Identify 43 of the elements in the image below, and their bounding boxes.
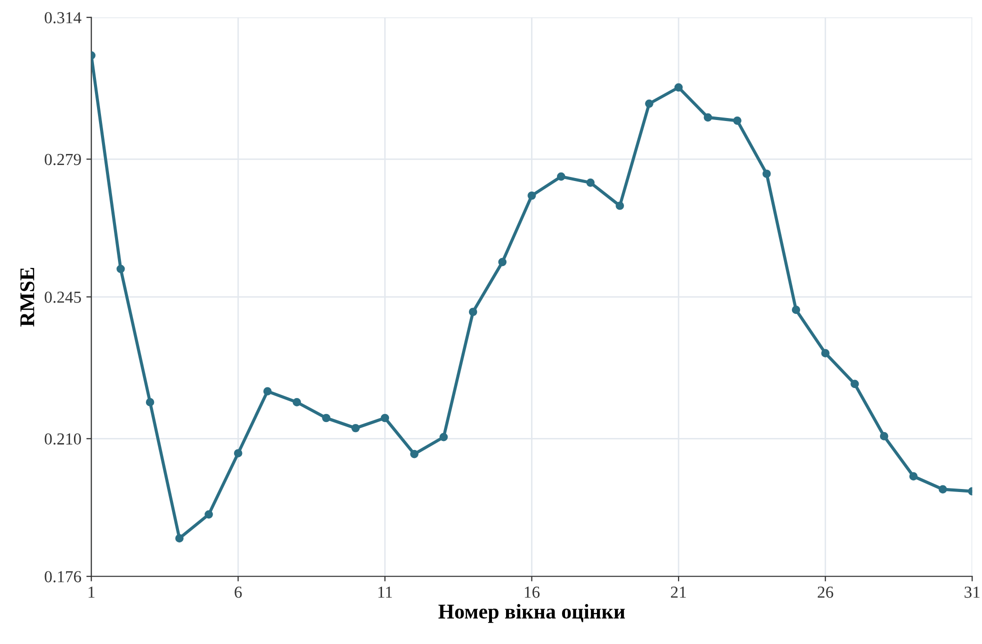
point [440,432,448,442]
point [586,178,595,187]
x-axis-title: Номер вікна оцінки [438,604,625,623]
point [528,191,536,200]
point [704,113,712,122]
point [263,387,272,396]
point [645,100,654,108]
point [792,306,800,314]
x-tick-label: 26 [818,586,834,598]
point [468,308,478,316]
x-tick-label: 21 [670,586,686,598]
x-tick-label: 6 [234,586,242,598]
y-axis-title: RMSE [20,268,34,327]
point [380,414,390,422]
point [116,264,125,274]
point [204,510,213,519]
y-tick-label: 0.279 [44,154,81,166]
y-tick-label: 0.210 [44,433,81,445]
point [938,485,947,494]
point [850,380,859,388]
point [616,202,624,210]
point [498,258,507,266]
point [175,534,184,542]
point [556,172,566,181]
point [351,424,360,432]
point [880,432,888,440]
y-tick-label: 0.314 [44,12,82,24]
point [292,398,302,406]
point [762,170,771,178]
point [410,450,418,458]
point [674,83,683,92]
x-tick-label: 1 [88,586,94,598]
y-tick-label: 0.176 [44,571,82,582]
x-tick-label: 16 [524,586,540,598]
point [234,449,242,458]
x-tick-label: 31 [964,586,980,598]
x-tick-label: 11 [378,586,392,598]
point [322,414,330,422]
point [146,398,154,406]
point [821,349,830,358]
y-tick-label: 0.245 [44,292,81,303]
point [733,116,742,125]
point [909,472,918,480]
